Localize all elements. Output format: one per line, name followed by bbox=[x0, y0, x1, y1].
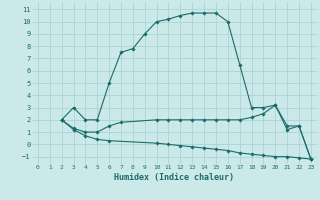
X-axis label: Humidex (Indice chaleur): Humidex (Indice chaleur) bbox=[115, 173, 234, 182]
